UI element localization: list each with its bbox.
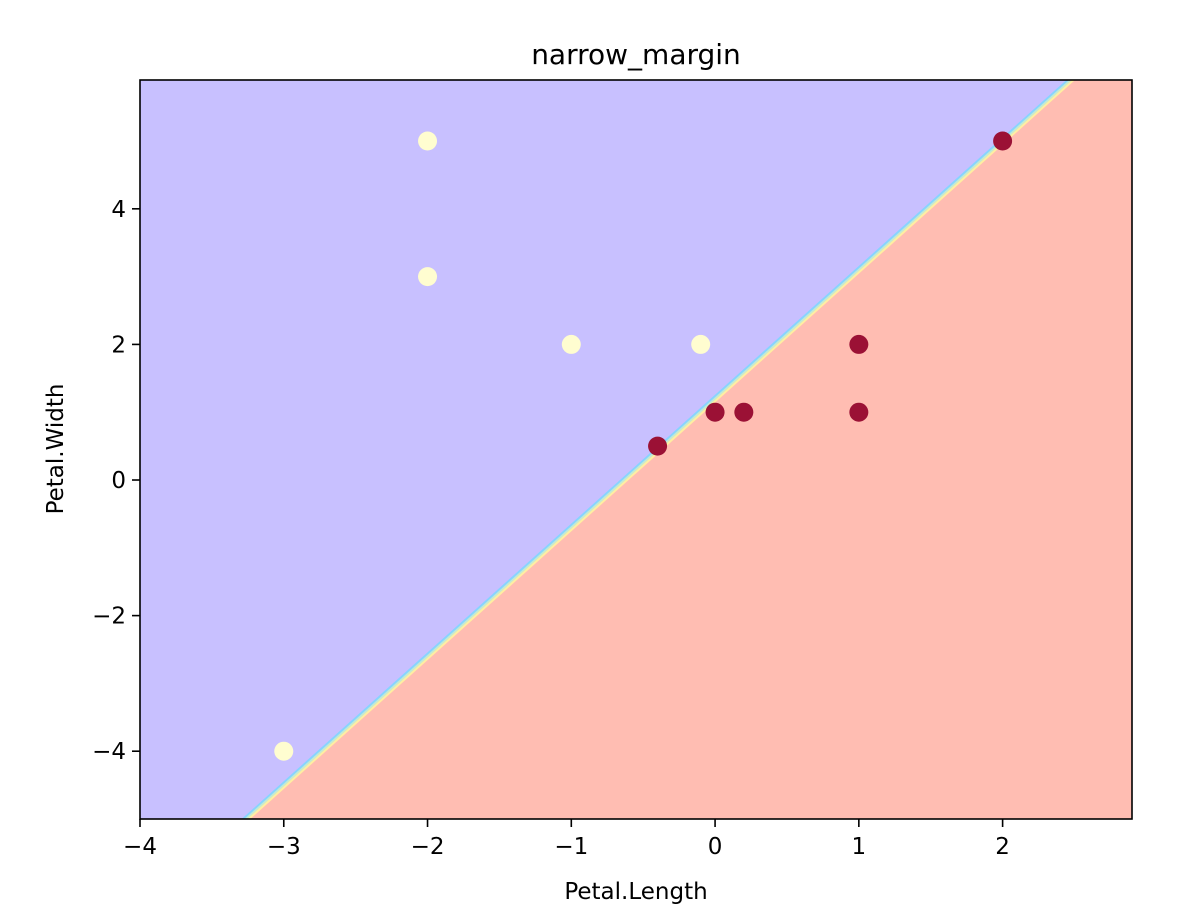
y-tick-label: 4 — [111, 197, 126, 223]
region-class-b — [245, 80, 1132, 819]
scatter-point — [993, 131, 1013, 151]
region-class-a — [140, 80, 1071, 819]
scatter-point — [849, 334, 869, 354]
scatter-point — [274, 741, 294, 761]
scatter-point — [705, 402, 725, 422]
scatter-point — [734, 402, 754, 422]
scatter-point — [561, 334, 581, 354]
y-tick-label: −4 — [92, 739, 126, 765]
x-tick-label: −3 — [267, 834, 301, 860]
y-tick-label: 2 — [111, 332, 126, 358]
scatter-point — [691, 334, 711, 354]
x-tick-label: −4 — [123, 834, 157, 860]
y-tick-label: −2 — [92, 604, 126, 630]
scatter-point — [849, 402, 869, 422]
x-tick-label: −2 — [411, 834, 445, 860]
scatter-point — [418, 267, 438, 287]
y-tick-label: 0 — [111, 468, 126, 494]
x-tick-label: 1 — [852, 834, 867, 860]
plot-frame — [139, 79, 1133, 820]
scatter-point — [418, 131, 438, 151]
x-axis-ticks: −4 −3 −2 −1 0 1 2 — [123, 819, 1010, 860]
chart-title: narrow_margin — [531, 38, 741, 71]
data-points — [274, 131, 1013, 761]
x-tick-label: 0 — [708, 834, 723, 860]
y-axis-label: Petal.Width — [43, 384, 69, 515]
plot-area — [140, 80, 1132, 819]
x-axis-label: Petal.Length — [564, 879, 707, 905]
y-axis-ticks: −4 −2 0 2 4 — [92, 197, 140, 765]
x-tick-label: 2 — [995, 834, 1010, 860]
x-tick-label: −1 — [554, 834, 588, 860]
scatter-point — [648, 436, 668, 456]
